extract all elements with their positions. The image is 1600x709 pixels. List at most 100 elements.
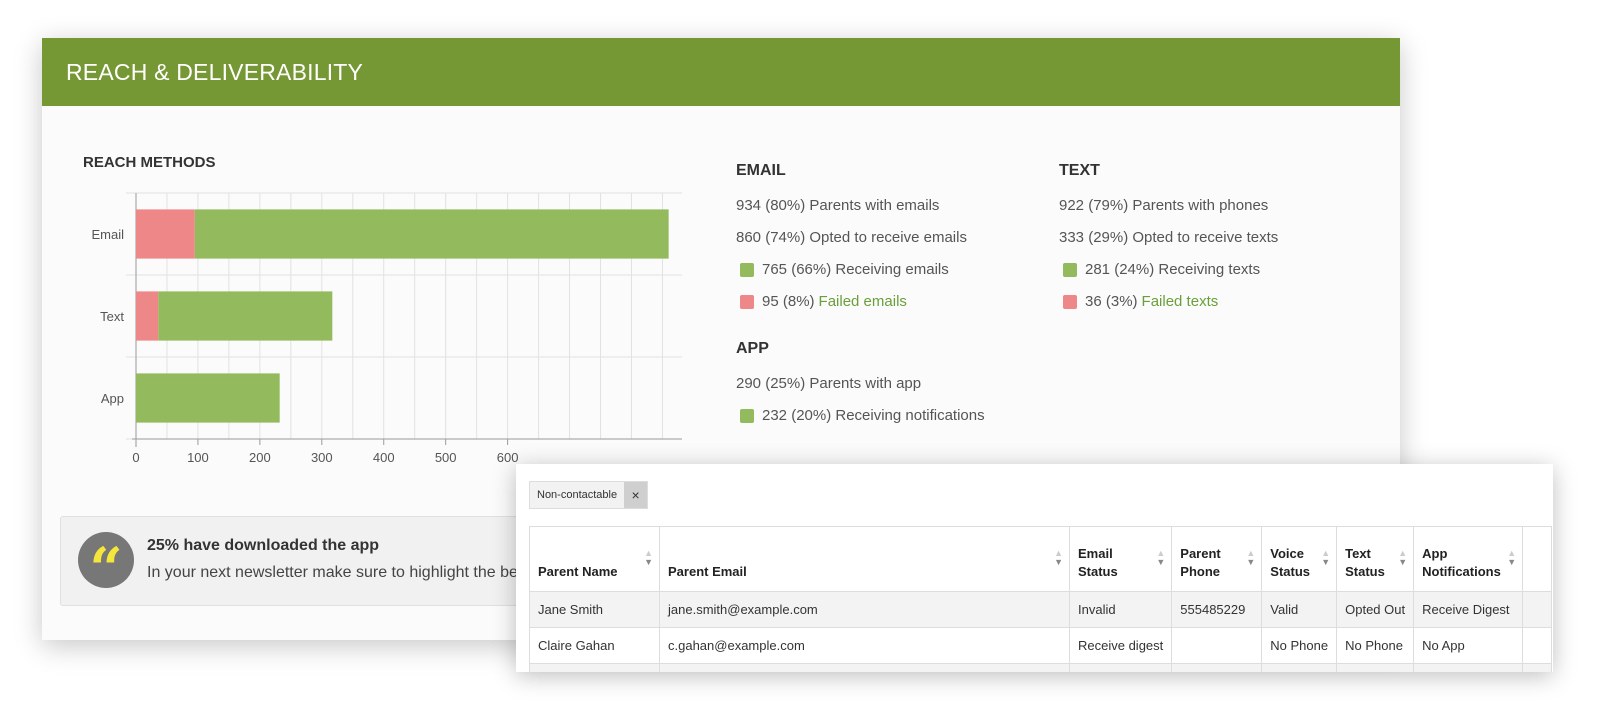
column-header-parent-email[interactable]: Parent Email ▲ ▼ bbox=[659, 526, 1070, 592]
column-header-extra bbox=[1522, 526, 1553, 592]
tip-title: 25% have downloaded the app bbox=[147, 537, 380, 554]
reach-methods-chart: Email Text App 0 100 200 300 400 500 600 bbox=[82, 183, 712, 478]
text-parents-line: 922 (79%) Parents with phones bbox=[1059, 197, 1269, 214]
table-cell-parent-phone bbox=[1171, 627, 1263, 664]
reach-methods-title: REACH METHODS bbox=[83, 154, 216, 171]
column-header-label: Notifications bbox=[1422, 564, 1501, 579]
column-header-label: Email bbox=[1078, 546, 1113, 561]
column-header-label: Status bbox=[1270, 564, 1311, 579]
table-cell-app-notifications: Receive Digest bbox=[1413, 591, 1524, 628]
table-cell-extra bbox=[1522, 591, 1553, 628]
text-failed-line: 36 (3%) Failed texts bbox=[1059, 286, 1278, 318]
table-cell-voice-status: Valid bbox=[1261, 591, 1338, 628]
email-failed-line: 95 (8%) Failed emails bbox=[736, 286, 967, 318]
sort-icon[interactable]: ▲ ▼ bbox=[1054, 548, 1063, 567]
receiving-swatch bbox=[1063, 263, 1077, 277]
category-label: Text bbox=[100, 309, 124, 324]
category-label: App bbox=[101, 391, 124, 406]
app-receiving-text: 232 (20%) Receiving notifications bbox=[762, 407, 985, 424]
column-header-label: Status bbox=[1078, 564, 1118, 579]
column-header-app-notifications[interactable]: App Notifications ▲ ▼ bbox=[1413, 526, 1524, 592]
email-opted-line: 860 (74%) Opted to receive emails bbox=[736, 229, 967, 246]
card-title: REACH & DELIVERABILITY bbox=[66, 58, 364, 85]
text-receiving-text: 281 (24%) Receiving texts bbox=[1085, 261, 1261, 278]
text-stats: TEXT 922 (79%) Parents with phones 333 (… bbox=[1059, 162, 1278, 318]
table-cell-parent-email bbox=[659, 663, 1070, 672]
x-tick-label: 0 bbox=[132, 450, 139, 465]
x-tick-label: 100 bbox=[187, 450, 209, 465]
sort-icon[interactable]: ▲ ▼ bbox=[1321, 548, 1331, 567]
table-body: Jane Smith jane.smith@example.com Invalid 5… bbox=[529, 591, 1553, 672]
x-tick-label: 300 bbox=[311, 450, 333, 465]
sort-icon[interactable]: ▲ ▼ bbox=[1156, 548, 1166, 567]
failed-swatch bbox=[1063, 295, 1077, 309]
sort-icon[interactable]: ▲ ▼ bbox=[1246, 548, 1256, 567]
table-cell-parent-phone bbox=[1171, 663, 1263, 672]
column-header-parent-phone[interactable]: Parent Phone ▲ ▼ bbox=[1171, 526, 1263, 592]
sort-icon[interactable]: ▲ ▼ bbox=[1507, 548, 1517, 567]
column-header-label: Voice bbox=[1270, 546, 1304, 561]
sort-icon[interactable]: ▲ ▼ bbox=[644, 548, 653, 567]
table-cell-parent-phone: 555485229 bbox=[1171, 591, 1263, 628]
table-cell-parent-name[interactable]: Jane Smith bbox=[529, 591, 660, 628]
column-header-text-status[interactable]: Text Status ▲ ▼ bbox=[1336, 526, 1415, 592]
failed-emails-link[interactable]: Failed emails bbox=[818, 293, 907, 310]
app-stats: APP 290 (25%) Parents with app 232 (20%)… bbox=[736, 340, 985, 432]
table-cell-voice-status bbox=[1261, 663, 1338, 672]
text-receiving-line: 281 (24%) Receiving texts bbox=[1059, 254, 1278, 286]
bar-email-failed bbox=[136, 209, 195, 259]
column-header-label: Parent Name bbox=[538, 564, 618, 579]
email-failed-count: 95 (8%) bbox=[762, 293, 815, 310]
table-cell-email-status bbox=[1068, 663, 1173, 672]
bar-text-failed bbox=[136, 291, 159, 341]
email-receiving-line: 765 (66%) Receiving emails bbox=[736, 254, 967, 286]
app-receiving-line: 232 (20%) Receiving notifications bbox=[736, 400, 985, 432]
text-failed-count: 36 (3%) bbox=[1085, 293, 1138, 310]
table-cell-extra bbox=[1522, 627, 1553, 664]
card-header: REACH & DELIVERABILITY bbox=[42, 38, 1400, 106]
sort-icon[interactable]: ▲ ▼ bbox=[1398, 548, 1408, 567]
app-title: APP bbox=[736, 340, 769, 357]
close-icon[interactable]: × bbox=[624, 482, 648, 508]
bar-text-receiving bbox=[158, 291, 333, 341]
email-title: EMAIL bbox=[736, 162, 786, 179]
column-header-voice-status[interactable]: Voice Status ▲ ▼ bbox=[1261, 526, 1338, 592]
column-header-email-status[interactable]: Email Status ▲ ▼ bbox=[1068, 526, 1173, 592]
column-header-label: Text bbox=[1345, 546, 1371, 561]
table-cell-text-status: No Phone bbox=[1336, 627, 1415, 664]
tip-text: In your next newsletter make sure to hig… bbox=[147, 564, 518, 581]
text-opted-line: 333 (29%) Opted to receive texts bbox=[1059, 229, 1279, 246]
table-cell-parent-name[interactable]: Claire Gahan bbox=[529, 627, 660, 664]
failed-swatch bbox=[740, 295, 754, 309]
table-cell-app-notifications bbox=[1413, 663, 1524, 672]
column-header-label: Parent Email bbox=[668, 564, 747, 579]
bar-app-receiving bbox=[136, 373, 280, 423]
column-header-label: Status bbox=[1345, 564, 1385, 579]
column-header-label: Parent bbox=[1180, 546, 1221, 561]
email-parents-line: 934 (80%) Parents with emails bbox=[736, 197, 940, 214]
x-tick-label: 500 bbox=[435, 450, 457, 465]
receiving-swatch bbox=[740, 263, 754, 277]
x-tick-label: 600 bbox=[497, 450, 519, 465]
x-tick-label: 400 bbox=[373, 450, 395, 465]
table-row[interactable] bbox=[529, 663, 1553, 672]
chart-svg: Email Text App 0 100 200 300 400 500 600 bbox=[91, 192, 712, 465]
failed-texts-link[interactable]: Failed texts bbox=[1141, 293, 1219, 310]
parents-table: Parent Name ▲ ▼ Parent Email ▲ ▼ Email Status ▲ ▼… bbox=[529, 526, 1553, 672]
table-header-row: Parent Name ▲ ▼ Parent Email ▲ ▼ Email Status ▲ ▼… bbox=[529, 526, 1553, 592]
column-header-label: App bbox=[1422, 546, 1448, 561]
filter-chip: Non-contactable × bbox=[529, 481, 649, 509]
non-contactable-panel: Non-contactable × Parent Name ▲ ▼ Parent Em… bbox=[516, 464, 1553, 672]
column-header-parent-name[interactable]: Parent Name ▲ ▼ bbox=[529, 526, 660, 592]
table-row[interactable]: Jane Smith jane.smith@example.com Invalid 5… bbox=[529, 591, 1553, 628]
app-parents-line: 290 (25%) Parents with app bbox=[736, 375, 922, 392]
quote-icon: “ bbox=[78, 532, 134, 598]
table-cell-app-notifications: No App bbox=[1413, 627, 1524, 664]
table-cell-email-status: Receive digest bbox=[1068, 627, 1173, 664]
table-cell-voice-status: No Phone bbox=[1261, 627, 1338, 664]
table-row[interactable]: Claire Gahan c.gahan@example.com Receive d… bbox=[529, 627, 1553, 664]
table-cell-email-status: Invalid bbox=[1068, 591, 1173, 628]
category-label: Email bbox=[91, 227, 124, 242]
table-cell-parent-email: c.gahan@example.com bbox=[659, 627, 1070, 664]
email-receiving-text: 765 (66%) Receiving emails bbox=[762, 261, 949, 278]
